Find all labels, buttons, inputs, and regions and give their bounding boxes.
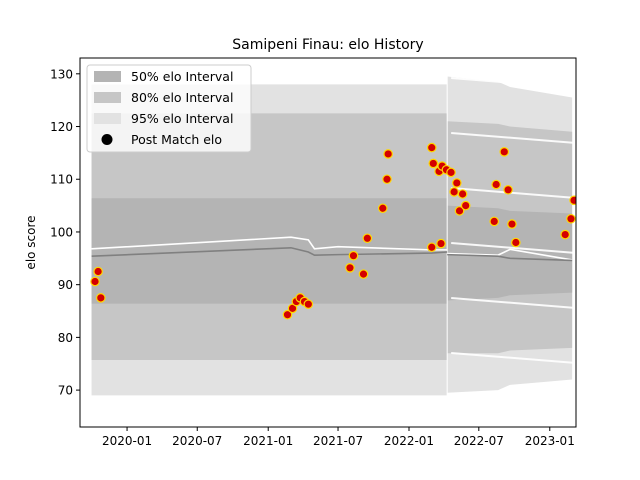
- y-tick-label: 100: [50, 225, 73, 239]
- post-match-point: [499, 147, 510, 157]
- legend-box: [86, 64, 252, 153]
- legend-swatch: [94, 113, 121, 124]
- y-tick-label: 110: [50, 173, 73, 187]
- post-match-point: [436, 238, 446, 249]
- history-mean-line: [91, 246, 448, 258]
- legend-marker: [101, 134, 113, 145]
- post-match-point: [348, 250, 359, 261]
- forecast-band-50: [447, 205, 573, 301]
- forecast-mean-line: [447, 253, 573, 262]
- forecast-separator: [451, 352, 576, 364]
- post-match-point: [454, 206, 465, 216]
- post-match-point: [358, 269, 369, 279]
- post-match-point: [446, 167, 456, 178]
- forecast-separators: [446, 58, 576, 427]
- plot-frame: [79, 57, 577, 428]
- x-tick-label: 2022-07: [454, 434, 504, 448]
- post-match-point: [377, 203, 388, 214]
- post-match-point: [428, 158, 439, 169]
- forecast-separator: [451, 407, 576, 419]
- y-tick-label: 70: [58, 384, 73, 398]
- forecast-separator: [451, 242, 576, 254]
- post-match-point: [489, 216, 500, 227]
- post-match-point: [426, 142, 437, 153]
- forecast-separator: [451, 297, 576, 309]
- post-match-point: [491, 179, 501, 190]
- forecast-rating-line: [447, 248, 573, 261]
- post-match-points: [90, 142, 576, 320]
- legend-label: 95% elo Interval: [131, 111, 233, 126]
- post-match-point: [362, 233, 373, 244]
- post-match-point: [452, 178, 462, 188]
- post-match-point: [93, 266, 103, 277]
- post-match-point: [303, 299, 314, 309]
- y-tick-label: 120: [50, 120, 73, 134]
- post-match-point: [507, 219, 517, 229]
- post-match-point: [503, 184, 513, 195]
- legend-label: 50% elo Interval: [131, 69, 233, 84]
- band-50-layer: [91, 198, 573, 304]
- legend-swatch: [94, 71, 121, 82]
- x-tick-label: 2021-01: [243, 434, 293, 448]
- legend-swatch: [94, 92, 121, 103]
- y-tick-label: 80: [58, 331, 73, 345]
- post-match-point: [96, 293, 106, 303]
- forecast-separator: [451, 77, 576, 89]
- y-tick-label: 90: [58, 278, 73, 292]
- legend: 50% elo Interval 80% elo Interval 95% elo …: [86, 64, 252, 153]
- forecast-separator: [451, 187, 576, 199]
- post-match-point: [90, 276, 100, 287]
- legend-items: 50% elo Interval 80% elo Interval 95% elo …: [94, 69, 233, 147]
- post-match-point: [383, 149, 393, 159]
- x-tick-label: 2022-01: [384, 434, 434, 448]
- forecast-separator: [451, 132, 576, 144]
- legend-label: 80% elo Interval: [131, 90, 233, 105]
- post-match-point: [345, 262, 355, 273]
- post-match-point: [457, 189, 468, 199]
- post-match-point: [282, 309, 293, 320]
- post-match-point: [382, 174, 392, 185]
- y-tick-label: 130: [50, 67, 73, 81]
- plot-area: [90, 58, 576, 427]
- chart-title: Samipeni Finau: elo History: [232, 37, 423, 53]
- post-match-point: [449, 187, 459, 197]
- legend-label: Post Match elo: [131, 132, 222, 147]
- post-match-point: [460, 200, 471, 211]
- post-match-point: [566, 213, 576, 224]
- post-match-point: [511, 237, 521, 248]
- post-match-point: [560, 229, 570, 240]
- history-band-50: [91, 198, 448, 304]
- x-tick-label: 2020-01: [102, 434, 152, 448]
- post-match-point: [569, 195, 576, 206]
- x-tick-label: 2020-07: [172, 434, 222, 448]
- y-axis: 70 80 90 100 110 120 130: [50, 67, 80, 398]
- x-tick-label: 2023-01: [525, 434, 575, 448]
- post-match-point: [426, 242, 437, 253]
- x-axis: 2020-01 2020-07 2021-01 2021-07 2022-01 2022-…: [102, 427, 575, 448]
- y-axis-label: elo score: [24, 215, 38, 269]
- x-tick-label: 2021-07: [313, 434, 363, 448]
